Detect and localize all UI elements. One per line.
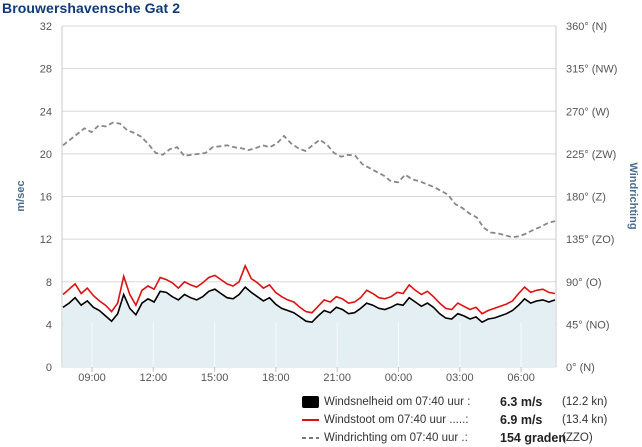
x-tick-label: 15:00 bbox=[201, 372, 229, 384]
y2-tick-label: 315° (NW) bbox=[566, 64, 617, 76]
x-tick-label: 09:00 bbox=[78, 372, 106, 384]
legend: Windsnelheid om 07:40 uur : 6.3 m/s (12.… bbox=[300, 393, 642, 447]
legend-item-windsnelheid[interactable]: Windsnelheid om 07:40 uur : 6.3 m/s (12.… bbox=[300, 393, 642, 411]
y-tick-label: 32 bbox=[40, 21, 52, 33]
legend-label: Windsnelheid om 07:40 uur : bbox=[324, 396, 471, 408]
speed-area bbox=[63, 287, 555, 367]
x-tick-label: 18:00 bbox=[262, 372, 290, 384]
x-tick-label: 03:00 bbox=[446, 372, 474, 384]
chart-plot: 0 0° (N) 4 45° (NO) 8 90° (O) 12 135° (ZO) 16 180… bbox=[15, 21, 639, 384]
x-tick-label: 00:00 bbox=[385, 372, 413, 384]
y2-tick-label: 45° (NO) bbox=[566, 319, 610, 331]
y-tick-label: 0 bbox=[46, 362, 52, 374]
y-tick-label: 28 bbox=[40, 64, 52, 76]
legend-item-windstoot[interactable]: Windstoot om 07:40 uur .....: 6.9 m/s (1… bbox=[300, 411, 642, 429]
series-lines bbox=[62, 121, 556, 324]
y-tick-label: 24 bbox=[40, 106, 52, 118]
legend-symbol-speed bbox=[302, 396, 319, 408]
x-tick-label: 06:00 bbox=[507, 372, 535, 384]
legend-value: 6.9 m/s bbox=[500, 413, 543, 427]
legend-extra: (12.2 kn) bbox=[562, 396, 608, 408]
legend-symbol-gust bbox=[302, 419, 319, 421]
x-tick-label: 12:00 bbox=[140, 372, 168, 384]
x-tick-label: 21:00 bbox=[323, 372, 351, 384]
y2-tick-label: 90° (O) bbox=[566, 277, 602, 289]
series-line-windrichting bbox=[62, 121, 556, 239]
legend-item-windrichting[interactable]: Windrichting om 07:40 uur .: 154 graden … bbox=[300, 429, 642, 447]
legend-value: 154 graden bbox=[500, 431, 567, 445]
y2-tick-label: 135° (ZO) bbox=[566, 234, 614, 246]
y2-tick-label: 360° (N) bbox=[566, 21, 607, 33]
legend-label: Windstoot om 07:40 uur .....: bbox=[324, 414, 469, 426]
y2-tick-label: 180° (Z) bbox=[566, 192, 606, 204]
y-tick-label: 4 bbox=[46, 319, 52, 331]
legend-label: Windrichting om 07:40 uur .: bbox=[324, 432, 468, 444]
y2-axis-title: Windrichting bbox=[627, 162, 639, 229]
chart-title: Brouwershavensche Gat 2 bbox=[2, 0, 181, 16]
speed-area-fill bbox=[63, 287, 555, 367]
legend-value: 6.3 m/s bbox=[500, 395, 543, 409]
y2-tick-label: 270° (W) bbox=[566, 106, 610, 118]
y-tick-label: 16 bbox=[40, 192, 52, 204]
legend-extra: (13.4 kn) bbox=[562, 414, 608, 426]
y-axis-title: m/sec bbox=[15, 180, 27, 211]
y2-tick-label: 0° (N) bbox=[566, 362, 595, 374]
y2-tick-label: 225° (ZW) bbox=[566, 149, 616, 161]
legend-extra: (ZZO) bbox=[562, 432, 593, 444]
series-line-windsnelheid bbox=[62, 285, 556, 324]
y-tick-label: 8 bbox=[46, 277, 52, 289]
series-line-windstoot bbox=[62, 263, 556, 315]
legend-symbol-direction bbox=[302, 437, 319, 439]
y-tick-label: 12 bbox=[40, 234, 52, 246]
y-tick-label: 20 bbox=[40, 149, 52, 161]
axes: 0 0° (N) 4 45° (NO) 8 90° (O) 12 135° (ZO) 16 180… bbox=[40, 21, 618, 384]
